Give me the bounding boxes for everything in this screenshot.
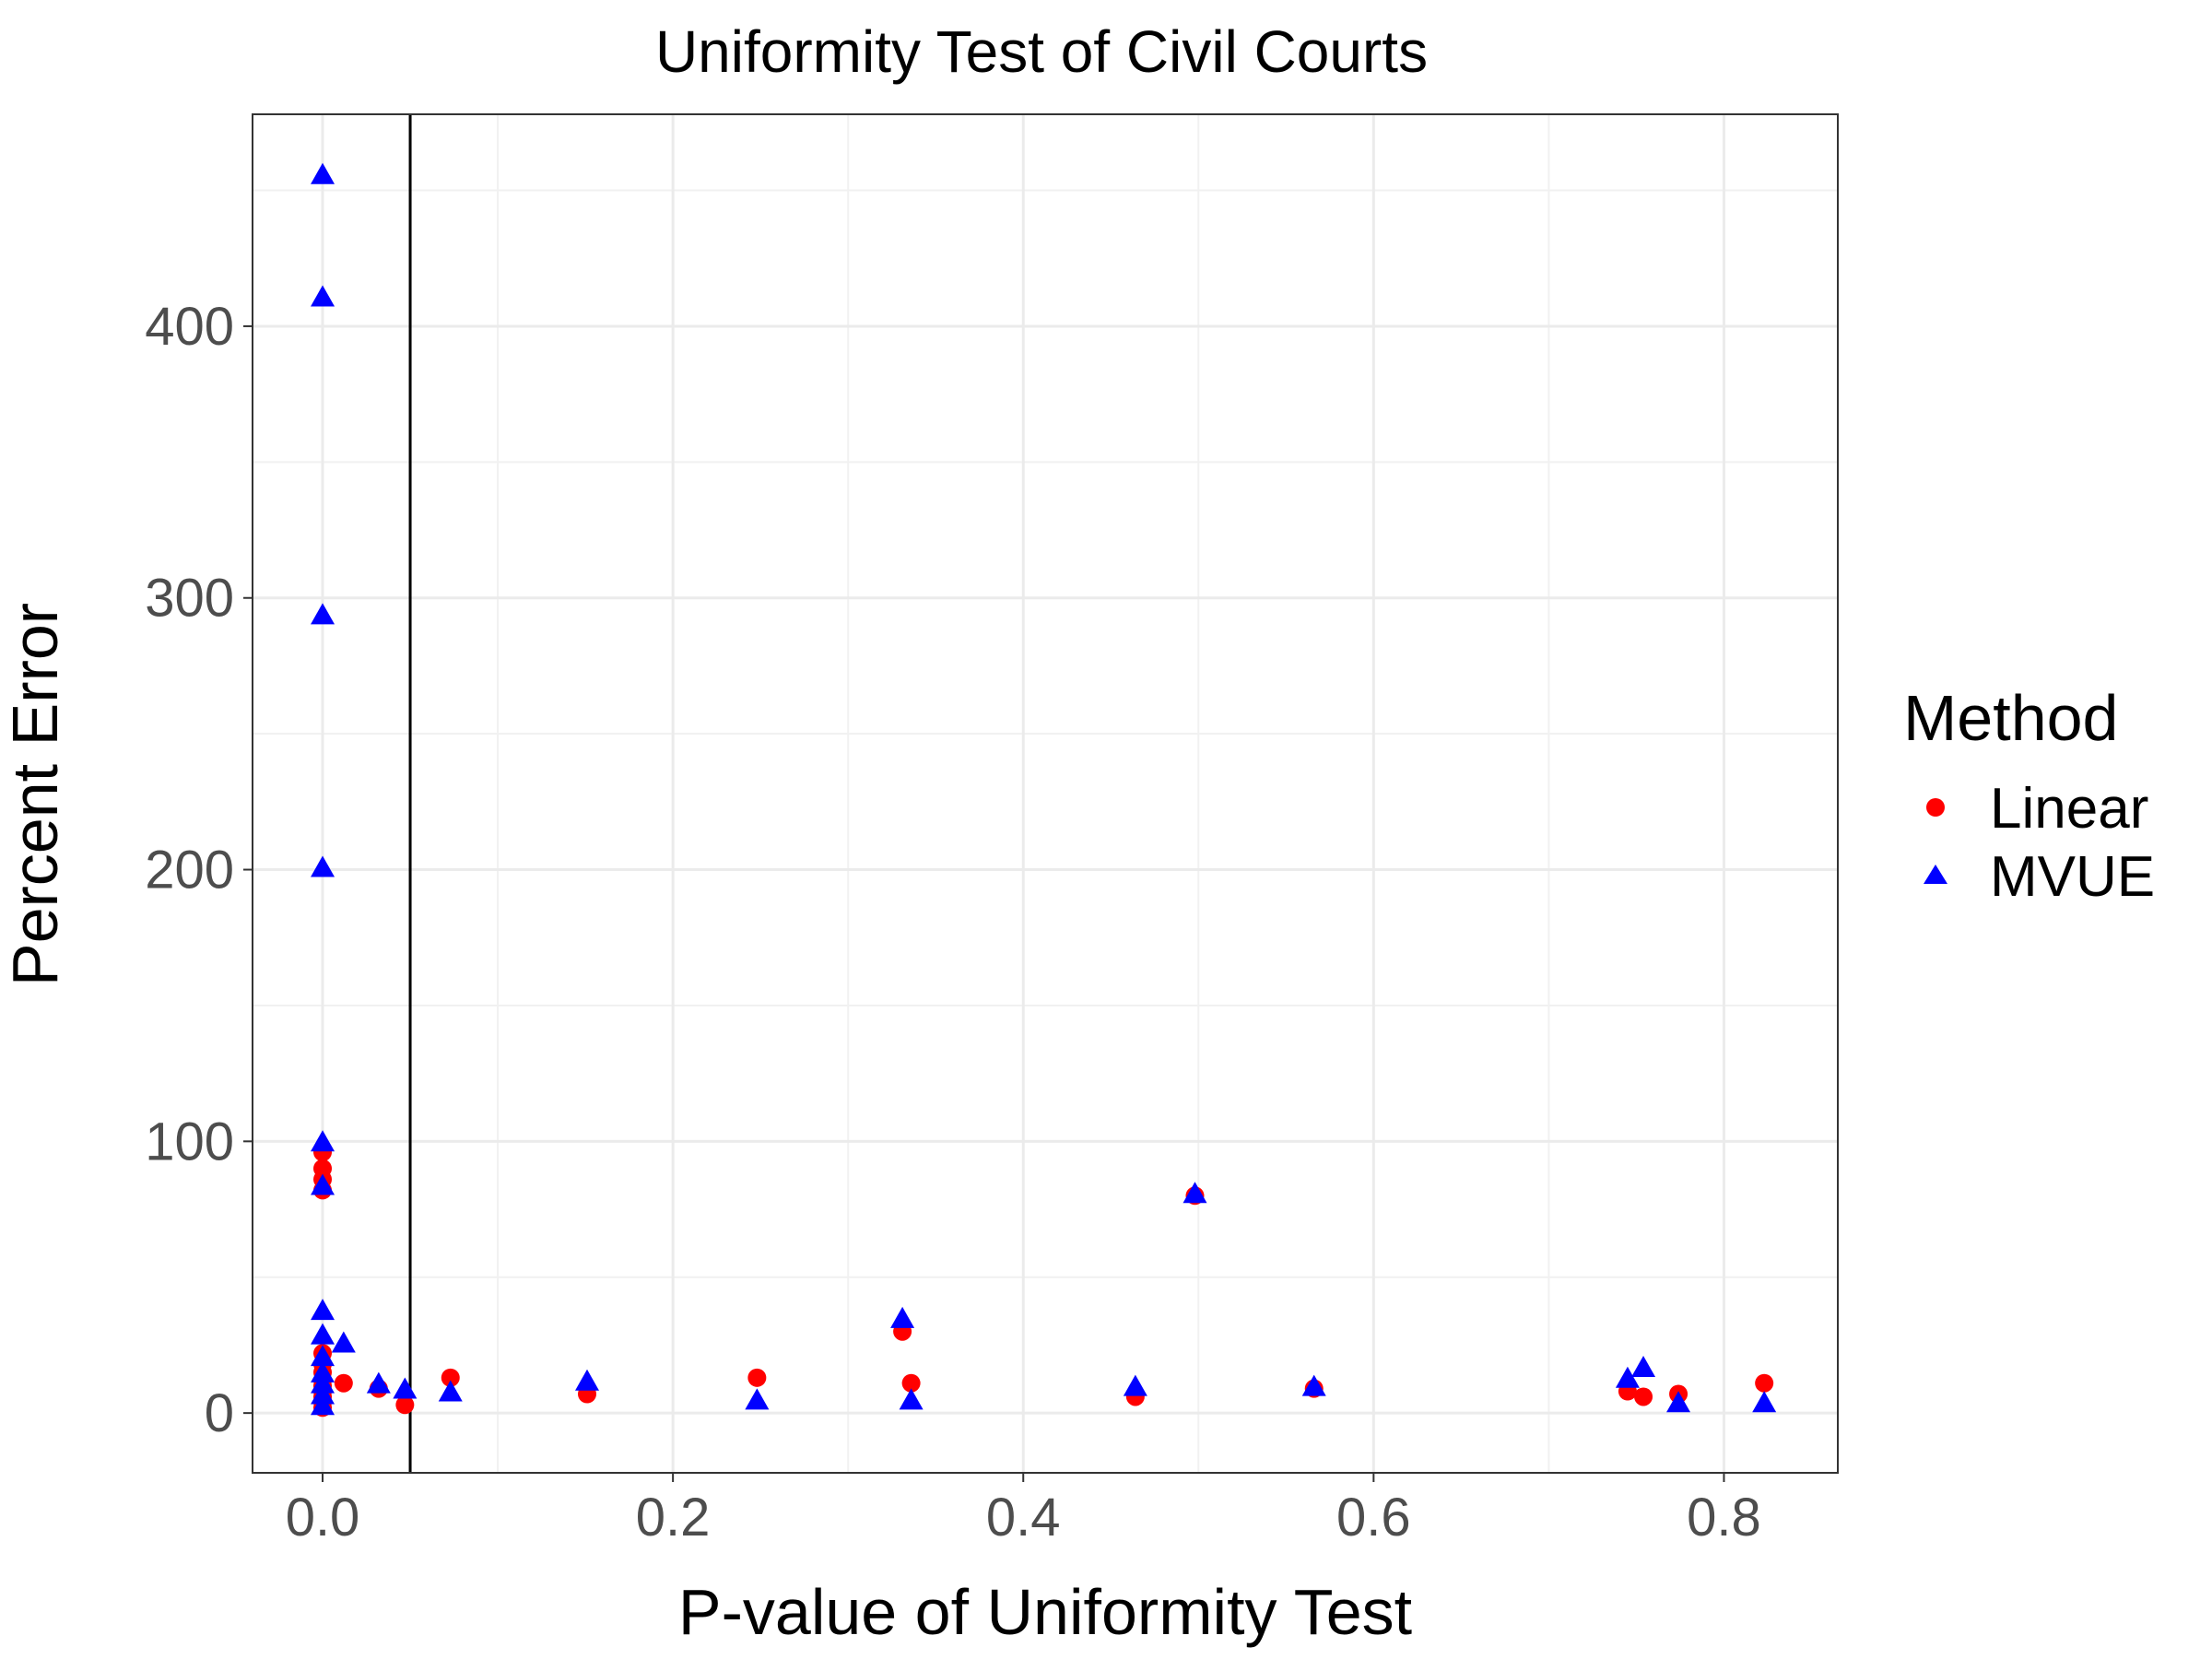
point-mvue (1666, 1391, 1691, 1413)
y-tick-label: 300 (145, 569, 234, 629)
legend-title: Method (1903, 682, 2118, 754)
x-tick-label: 0.0 (286, 1488, 360, 1547)
grid-minor (253, 114, 1838, 1473)
legend-marker-linear (1926, 798, 1945, 817)
point-mvue (1752, 1391, 1777, 1413)
point-mvue (311, 162, 335, 184)
point-mvue (438, 1380, 463, 1402)
point-linear (441, 1368, 460, 1387)
x-axis-label: P-value of Uniformity Test (678, 1576, 1412, 1648)
point-mvue (899, 1388, 924, 1410)
point-mvue (1631, 1355, 1656, 1377)
point-mvue (1615, 1366, 1640, 1388)
point-mvue (311, 285, 335, 307)
point-mvue (1123, 1374, 1147, 1396)
point-mvue (311, 855, 335, 877)
point-mvue (311, 1345, 335, 1367)
x-tick-label: 0.6 (1336, 1488, 1411, 1547)
point-mvue (311, 1382, 335, 1405)
point-mvue (311, 603, 335, 625)
point-mvue (575, 1369, 600, 1391)
point-mvue (311, 1299, 335, 1321)
point-mvue (366, 1371, 391, 1394)
plot-panel-border (252, 113, 1839, 1474)
point-linear (747, 1368, 767, 1387)
point-linear (1755, 1373, 1774, 1393)
point-linear (334, 1373, 353, 1393)
x-axis: 0.0 0.2 0.4 0.6 0.8 (286, 1473, 1761, 1547)
y-tick-label: 100 (145, 1112, 234, 1171)
legend-marker-mvue (1924, 865, 1947, 884)
y-axis: 0 100 200 300 400 (145, 297, 253, 1443)
point-linear (395, 1395, 415, 1415)
point-mvue (1301, 1374, 1326, 1396)
grid-major (253, 114, 1838, 1473)
x-tick-label: 0.4 (986, 1488, 1061, 1547)
point-mvue (1182, 1182, 1207, 1204)
plot-panel (253, 114, 1838, 1473)
point-mvue (311, 1173, 335, 1195)
legend-label-linear: Linear (1990, 777, 2148, 841)
legend: Method Linear MVUE (1903, 682, 2155, 909)
legend-label-mvue: MVUE (1990, 845, 2155, 909)
point-mvue (331, 1331, 356, 1353)
y-tick-label: 0 (205, 1383, 234, 1443)
point-mvue (890, 1306, 915, 1328)
point-mvue (745, 1388, 770, 1410)
x-tick-label: 0.8 (1687, 1488, 1761, 1547)
y-tick-label: 200 (145, 841, 234, 900)
data-points (311, 162, 1777, 1418)
point-mvue (311, 1323, 335, 1345)
point-mvue (311, 1394, 335, 1416)
point-linear (901, 1373, 921, 1393)
point-mvue (311, 1371, 335, 1394)
point-mvue (311, 1360, 335, 1382)
point-mvue (393, 1377, 418, 1399)
point-linear (1634, 1387, 1653, 1406)
y-tick-label: 400 (145, 297, 234, 357)
x-tick-label: 0.2 (636, 1488, 711, 1547)
chart-title: Uniformity Test of Civil Courts (655, 18, 1428, 85)
y-axis-label: Percent Error (0, 603, 71, 986)
point-mvue (311, 1130, 335, 1152)
